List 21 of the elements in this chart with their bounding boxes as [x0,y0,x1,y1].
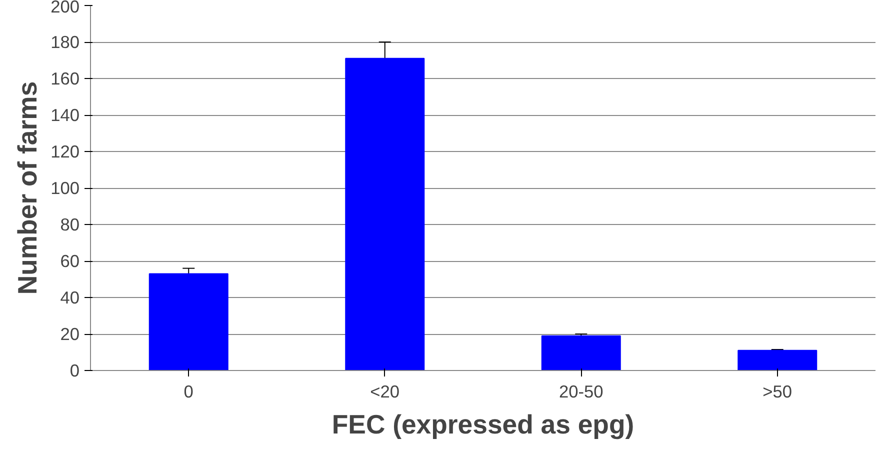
y-tick-label: 180 [50,32,80,52]
y-tick-label: 20 [60,324,80,344]
x-tick-label: >50 [762,382,792,402]
bar [148,273,228,370]
x-tick-label: <20 [370,382,400,402]
y-tick-label: 60 [60,251,80,271]
y-tick-label: 80 [60,214,80,234]
y-tick-label: 200 [50,0,80,16]
y-tick-label: 120 [50,142,80,162]
y-tick-label: 140 [50,105,80,125]
x-tick-label: 20-50 [558,382,604,402]
y-tick-label: 0 [70,360,80,380]
y-tick-label: 160 [50,68,80,88]
x-tick-label: 0 [184,382,194,402]
bar [345,58,425,370]
bar [541,335,621,370]
y-tick-label: 40 [60,288,80,308]
y-tick-label: 100 [50,178,80,198]
bar [738,350,818,370]
y-axis-title: Number of farms [12,81,43,295]
x-axis-title: FEC (expressed as epg) [332,410,634,440]
